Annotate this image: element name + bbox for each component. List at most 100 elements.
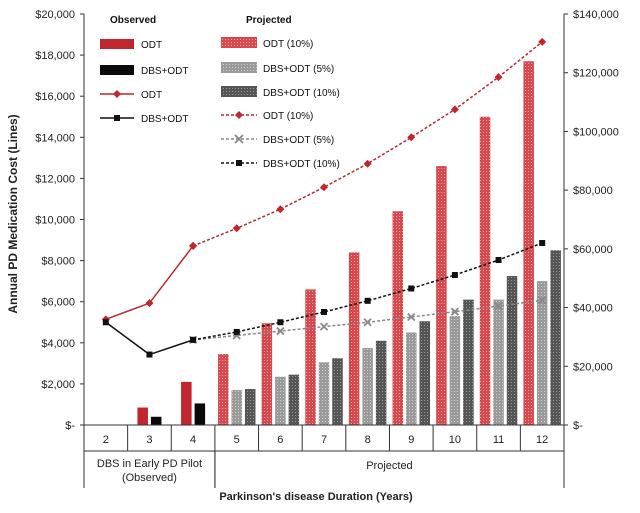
- x-tick-label: 4: [190, 434, 196, 446]
- y2-tick-label: $40,000: [573, 303, 613, 315]
- legend-label-dbs-obs: DBS+ODT: [141, 66, 189, 77]
- bar-dbs-odt-5-projected-12: [536, 281, 548, 425]
- x-tick-label: 2: [103, 434, 109, 446]
- point-dbs-odt-5-projected-7: [494, 301, 503, 311]
- line-odt-10-projected: [192, 41, 543, 247]
- legend-swatch-odt10: [221, 37, 257, 48]
- y-tick-label: $4,000: [41, 338, 75, 350]
- legend-swatch-dbs-obs: [100, 65, 134, 75]
- line-dbs-odt-10-projected: [192, 242, 543, 341]
- x-tick-label: 5: [234, 434, 240, 446]
- bar-odt-10-projected-6: [261, 323, 273, 425]
- point-dbs-odt-5-projected-8: [538, 296, 547, 305]
- y2-tick-label: $-: [573, 420, 583, 432]
- legend-header-observed: Observed: [110, 15, 156, 26]
- point-odt-10-projected-3: [320, 183, 328, 192]
- y-tick-label: $20,000: [35, 9, 75, 21]
- y2-tick-label: $120,000: [573, 68, 619, 80]
- legend-label-dbs5: DBS+ODT (5%): [263, 64, 334, 75]
- x-tick-label: 6: [277, 434, 283, 446]
- point-dbs-odt-10-projected-3: [321, 308, 327, 315]
- legend-label-odt10-line: ODT (10%): [263, 111, 313, 122]
- bar-dbs-odt-5-projected-11: [493, 299, 504, 425]
- y2-tick-label: $20,000: [573, 361, 613, 373]
- y-tick-label: $18,000: [35, 50, 75, 62]
- point-odt-observed-1: [145, 299, 154, 308]
- bar-odt-10-projected-12: [523, 61, 534, 425]
- y2-tick-label: $60,000: [573, 244, 613, 256]
- legend-label-dbs5-line: DBS+ODT (5%): [263, 135, 334, 146]
- y-tick-label: $10,000: [35, 215, 75, 227]
- legend-label-dbs-line-obs: DBS+ODT: [141, 114, 189, 125]
- y-tick-label: $12,000: [35, 173, 75, 185]
- point-dbs-odt-5-projected-6: [450, 307, 460, 316]
- legend-swatch-dbs5: [221, 62, 257, 73]
- point-dbs-odt-10-projected-0: [190, 336, 197, 343]
- y-tick-label: $2,000: [41, 379, 75, 391]
- y-tick-label: $8,000: [41, 256, 75, 268]
- legend-marker-odt-obs: [113, 90, 121, 98]
- bar-dbs-odt-10-projected-12: [550, 250, 561, 425]
- y2-tick-label: $80,000: [573, 185, 613, 197]
- legend-marker-dbs-obs: [114, 115, 120, 121]
- bar-dbs-odt-10-projected-10: [463, 299, 474, 425]
- point-odt-10-projected-7: [494, 73, 503, 82]
- point-dbs-odt-10-projected-5: [408, 285, 415, 292]
- bar-dbs-odt-10-projected-7: [332, 358, 343, 425]
- legend-label-dbs10: DBS+ODT (10%): [263, 88, 340, 99]
- line-dbs-odt-observed: [105, 321, 194, 356]
- bar-dbs-odt-5-projected-8: [362, 347, 373, 425]
- bar-dbs-odt-10-projected-5: [244, 389, 256, 425]
- y-tick-label: $-: [65, 420, 75, 432]
- bar-odt-10-projected-11: [479, 116, 491, 425]
- legend-marker-odt10: [235, 111, 243, 119]
- y2-tick-label: $140,000: [573, 9, 619, 21]
- bar-dbs-odt-5-projected-5: [231, 390, 242, 425]
- legend-label-odt10: ODT (10%): [263, 39, 313, 50]
- point-dbs-odt-10-projected-7: [495, 257, 502, 264]
- legend-label-odt-line-obs: ODT: [141, 90, 162, 101]
- x-tick-label: 9: [408, 434, 414, 446]
- bar-dbs-odt-10-projected-11: [506, 276, 518, 425]
- x-axis-title: Parkinson's disease Duration (Years): [219, 491, 413, 503]
- point-dbs-odt-observed-0: [102, 319, 109, 326]
- bar-dbs-odt-10-projected-6: [288, 374, 300, 425]
- point-odt-10-projected-2: [276, 205, 285, 214]
- legend-header-projected: Projected: [246, 15, 292, 26]
- bar-dbs-odt-5-projected-9: [406, 332, 417, 425]
- bar-odt-observed-3: [137, 407, 148, 425]
- y-tick-label: $14,000: [35, 132, 75, 144]
- point-odt-10-projected-6: [450, 105, 459, 114]
- lines: [101, 37, 547, 358]
- x-group-label-0: (Observed): [122, 472, 177, 484]
- legend-swatch-odt-obs: [100, 39, 134, 49]
- point-odt-10-projected-8: [538, 37, 547, 46]
- bar-dbs-odt-observed-3: [150, 416, 162, 425]
- bar-odt-10-projected-10: [436, 166, 447, 425]
- y-axis-title: Annual PD Medication Cost (Lines): [6, 114, 20, 313]
- bar-odt-10-projected-7: [305, 289, 316, 425]
- point-odt-10-projected-5: [407, 133, 416, 142]
- point-dbs-odt-10-projected-6: [451, 271, 458, 278]
- y2-tick-label: $100,000: [573, 126, 619, 138]
- bar-dbs-odt-10-projected-9: [419, 321, 431, 425]
- x-tick-label: 10: [449, 434, 461, 446]
- x-group-label-0: DBS in Early PD Pilot: [97, 458, 202, 470]
- point-odt-10-projected-4: [363, 159, 372, 168]
- x-group-label-1: Projected: [366, 460, 412, 472]
- point-dbs-odt-10-projected-8: [539, 239, 546, 246]
- point-odt-10-projected-1: [232, 224, 241, 233]
- x-tick-label: 7: [321, 434, 327, 446]
- point-dbs-odt-5-projected-2: [276, 326, 285, 336]
- x-axis: 2 3 4 5 6 7 8 9 10 11 12 DBS in Early PD Pilot (Obse…: [83, 424, 565, 488]
- axes: $- $2,000 $4,000 $6,000 $8,000 $10,000 $12,000…: [35, 9, 619, 432]
- point-odt-10-projected-0: [189, 241, 198, 250]
- bar-dbs-odt-5-projected-6: [275, 376, 286, 425]
- point-dbs-odt-5-projected-5: [407, 312, 416, 322]
- point-dbs-odt-5-projected-4: [363, 318, 372, 327]
- legend-marker-dbs10: [236, 160, 242, 166]
- point-dbs-odt-5-projected-3: [319, 322, 329, 331]
- x-tick-label: 8: [365, 434, 371, 446]
- legend-label-odt-obs: ODT: [141, 40, 162, 51]
